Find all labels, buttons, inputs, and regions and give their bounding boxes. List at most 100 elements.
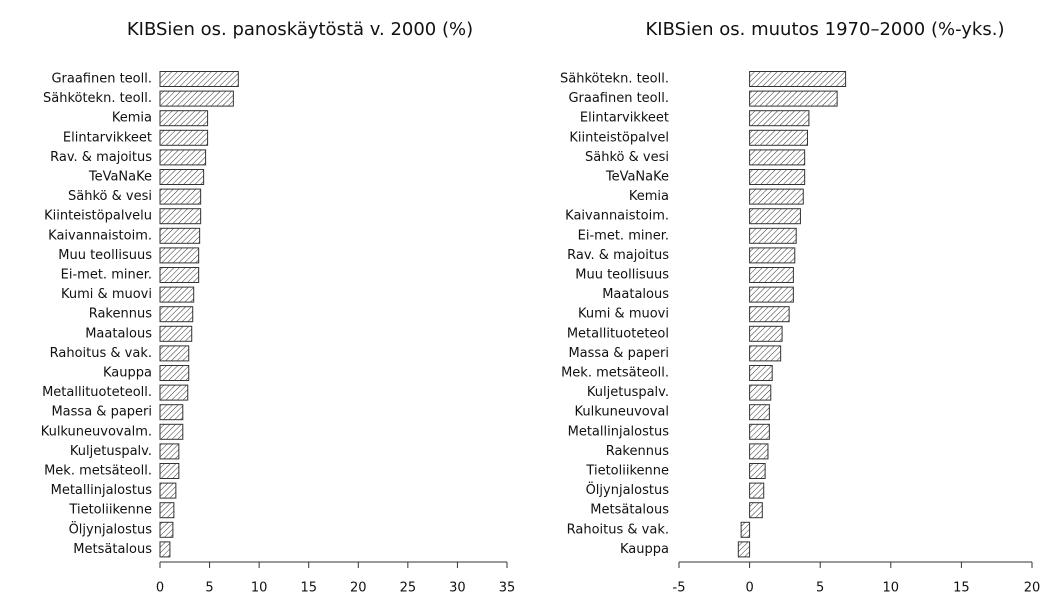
- bar: [749, 267, 794, 283]
- x-tick-label: 10: [883, 581, 900, 596]
- bar: [159, 286, 195, 303]
- bar: [749, 345, 782, 362]
- bar: [159, 502, 175, 519]
- chart-title: KIBSien os. muutos 1970–2000 (%-yks.): [646, 19, 1005, 40]
- bar: [159, 541, 171, 558]
- bar: [749, 149, 806, 166]
- category-label: Elintarvikkeet: [580, 111, 669, 126]
- bar: [159, 404, 184, 421]
- bar: [749, 443, 769, 460]
- category-label: Maatalous: [85, 326, 152, 341]
- category-label: Kuljetuspalv.: [70, 444, 152, 459]
- category-label: Kemia: [629, 189, 669, 204]
- bar: [749, 169, 806, 185]
- x-tick-label: 0: [745, 581, 753, 596]
- category-label: Kauppa: [103, 366, 152, 381]
- bar: [159, 188, 202, 205]
- category-label: Kiinteistöpalvelu: [44, 209, 152, 224]
- bar: [749, 482, 765, 499]
- bar: [749, 188, 804, 205]
- category-label: Metsätalous: [73, 542, 152, 557]
- category-label: TeVaNaKe: [88, 170, 152, 185]
- category-label: Kulkuneuvoval: [575, 405, 670, 420]
- category-label: Rav. & majoitus: [567, 248, 669, 263]
- bar: [749, 502, 763, 519]
- category-label: Rahoitus & vak.: [50, 346, 152, 361]
- x-tick-label: 15: [300, 581, 317, 596]
- x-tick-label: 20: [350, 581, 367, 596]
- x-tick-label: 5: [205, 581, 213, 596]
- category-label: Sähkö & vesi: [68, 189, 152, 204]
- category-label: Mek. metsäteoll.: [561, 366, 669, 381]
- bar: [159, 306, 194, 323]
- x-tick-label: -5: [673, 581, 686, 596]
- bar: [159, 423, 184, 440]
- category-label: Kumi & muovi: [61, 287, 152, 302]
- bar: [159, 384, 189, 401]
- category-label: Metallinjalostus: [568, 424, 670, 439]
- x-tick-label: 25: [400, 581, 417, 596]
- category-label: Sähkö & vesi: [585, 150, 669, 165]
- bar: [159, 325, 193, 342]
- bar: [159, 227, 201, 244]
- category-label: Rahoitus & vak.: [567, 522, 669, 537]
- bar: [159, 110, 209, 127]
- bar: [159, 149, 207, 166]
- bar: [159, 463, 180, 479]
- category-label: Muu teollisuus: [575, 268, 669, 283]
- category-label: Ei-met. miner.: [578, 228, 669, 243]
- bar: [159, 482, 177, 499]
- bar: [159, 365, 190, 381]
- category-label: Tietoliikenne: [68, 503, 152, 518]
- category-label: Massa & paperi: [568, 346, 669, 361]
- category-label: Maatalous: [602, 287, 669, 302]
- x-tick-label: 20: [1024, 581, 1041, 596]
- bar: [749, 71, 847, 87]
- bar: [159, 71, 239, 87]
- bar: [749, 404, 770, 421]
- category-label: Metsätalous: [590, 503, 669, 518]
- bar: [749, 384, 772, 401]
- category-label: Kulkuneuvovalm.: [41, 424, 152, 439]
- category-label: Sähkötekn. teoll.: [43, 91, 152, 106]
- category-label: Kuljetuspalv.: [587, 385, 669, 400]
- bar: [749, 306, 790, 323]
- category-label: Kumi & muovi: [578, 307, 669, 322]
- category-label: Rakennus: [89, 307, 152, 322]
- category-label: Kiinteistöpalvel: [569, 130, 669, 145]
- bar: [749, 208, 801, 225]
- category-label: Öljynjalostus: [69, 520, 153, 537]
- category-label: Mek. metsäteoll.: [44, 464, 152, 479]
- category-label: Rakennus: [606, 444, 669, 459]
- bar: [749, 365, 773, 381]
- x-tick-label: 35: [499, 581, 516, 596]
- x-tick-label: 30: [449, 581, 466, 596]
- x-tick-label: 10: [251, 581, 268, 596]
- bar: [749, 463, 766, 479]
- bar: [159, 521, 174, 538]
- category-label: Kaivannaistoim.: [565, 209, 669, 224]
- category-label: TeVaNaKe: [605, 170, 669, 185]
- bar: [749, 227, 797, 244]
- category-label: Kauppa: [620, 542, 669, 557]
- bar: [159, 90, 234, 107]
- bar: [159, 443, 180, 460]
- x-tick-label: 15: [953, 581, 970, 596]
- bar: [737, 541, 751, 558]
- chart-title: KIBSien os. panoskäytöstä v. 2000 (%): [127, 19, 473, 40]
- bar: [749, 286, 794, 303]
- bar: [159, 345, 190, 362]
- category-label: Tietoliikenne: [585, 464, 669, 479]
- category-label: Metallituoteteol: [567, 326, 669, 341]
- category-label: Graafinen teoll.: [568, 91, 669, 106]
- category-label: Massa & paperi: [51, 405, 152, 420]
- category-label: Metallituoteteoll.: [42, 385, 152, 400]
- bar: [159, 208, 202, 225]
- bar: [159, 267, 200, 283]
- bar: [749, 325, 783, 342]
- x-tick-label: 0: [156, 581, 164, 596]
- category-label: Öljynjalostus: [586, 481, 670, 498]
- x-tick-label: 5: [816, 581, 824, 596]
